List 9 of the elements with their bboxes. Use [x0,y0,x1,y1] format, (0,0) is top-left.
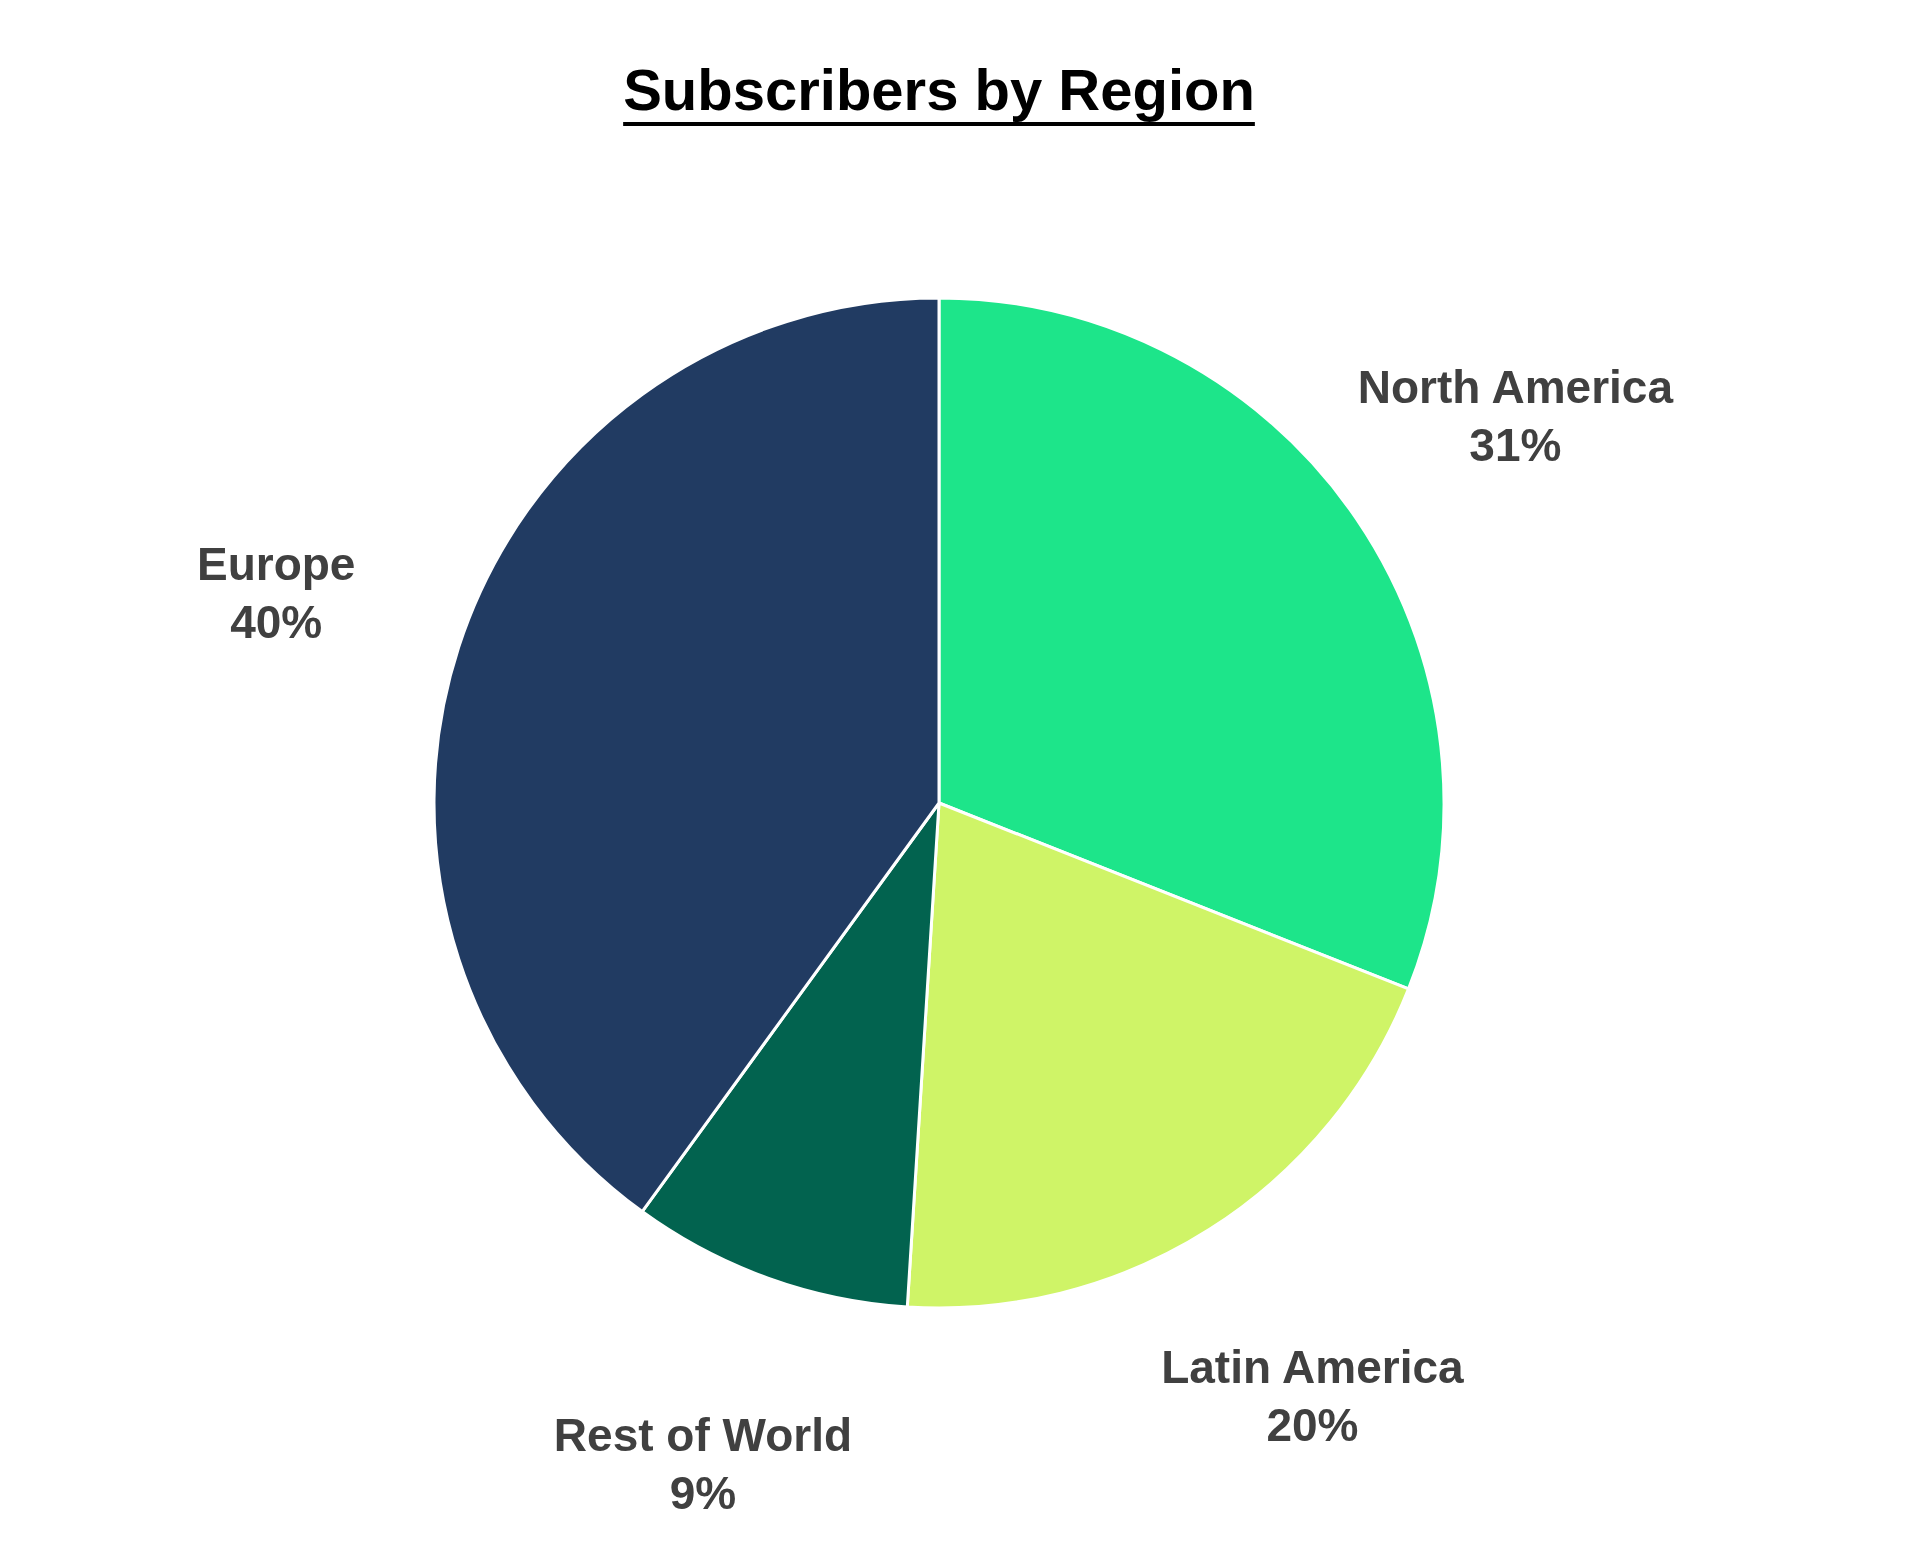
slice-label: Europe [196,537,356,590]
data-label: 20% [1266,1399,1359,1452]
slice-label: Latin America [1161,1341,1465,1394]
data-label: 9% [669,1466,737,1519]
slice-label: North America [1357,361,1674,414]
data-label: 40% [230,595,323,648]
slice-label: Rest of World [553,1408,853,1461]
chart-title: Subscribers by Region [623,57,1255,122]
data-label: 31% [1469,419,1562,472]
